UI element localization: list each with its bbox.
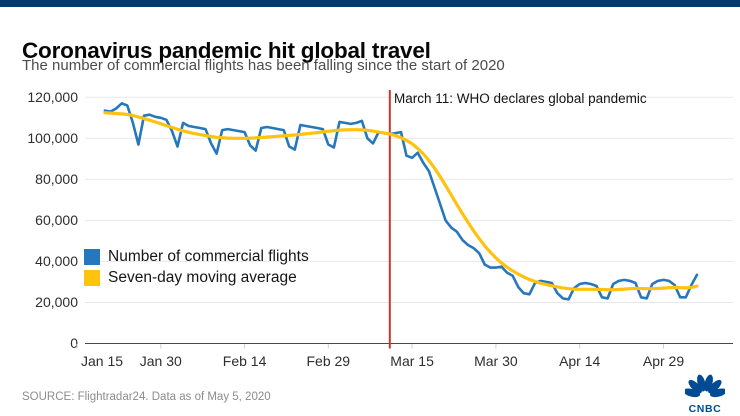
peacock-icon bbox=[683, 374, 727, 398]
legend-label-moving-average: Seven-day moving average bbox=[108, 268, 297, 286]
y-tick-label: 60,000 bbox=[35, 212, 78, 228]
y-tick-label: 80,000 bbox=[35, 171, 78, 187]
y-tick-label: 120,000 bbox=[27, 89, 78, 105]
event-annotation: March 11: WHO declares global pandemic bbox=[394, 91, 647, 106]
x-tick-label: Jan 15 bbox=[81, 353, 123, 369]
x-tick-label: Apr 29 bbox=[643, 353, 684, 369]
page-subtitle: The number of commercial flights has bee… bbox=[22, 57, 505, 74]
moving-average-legend-swatch-icon bbox=[84, 269, 100, 286]
x-tick-label: Feb 29 bbox=[307, 353, 351, 369]
x-tick-label: Feb 14 bbox=[223, 353, 267, 369]
legend-item-flights: Number of commercial flights bbox=[84, 246, 309, 267]
brand-label: CNBC bbox=[688, 403, 722, 415]
y-tick-label: 40,000 bbox=[35, 253, 78, 269]
y-tick-label: 100,000 bbox=[27, 130, 78, 146]
source-note: SOURCE: Flightradar24. Data as of May 5,… bbox=[22, 391, 271, 403]
flights-line-chart: 0 20,000 40,000 60,000 80,000 100,000 120,000 J… bbox=[27, 89, 733, 369]
x-tick-label: Mar 30 bbox=[474, 353, 518, 369]
page-title: Coronavirus pandemic hit global travel bbox=[22, 38, 431, 64]
x-tick-label: Apr 14 bbox=[559, 353, 600, 369]
x-tick-label: Mar 15 bbox=[390, 353, 434, 369]
flights-legend-swatch-icon bbox=[84, 248, 100, 265]
cnbc-logo: CNBC bbox=[683, 373, 727, 415]
legend-item-moving-average: Seven-day moving average bbox=[84, 267, 309, 288]
x-tick-label: Jan 30 bbox=[140, 353, 182, 369]
y-tick-label: 20,000 bbox=[35, 294, 78, 310]
legend-label-flights: Number of commercial flights bbox=[108, 247, 309, 265]
moving-average-line bbox=[103, 111, 699, 292]
y-tick-label: 0 bbox=[70, 335, 78, 351]
brand-accent-bar bbox=[0, 0, 740, 7]
chart-legend: Number of commercial flights Seven-day m… bbox=[84, 246, 309, 288]
